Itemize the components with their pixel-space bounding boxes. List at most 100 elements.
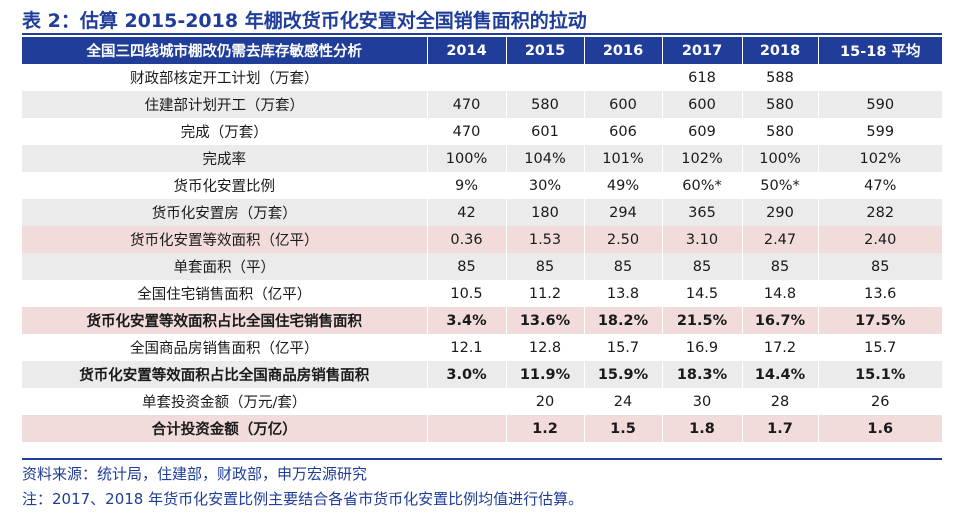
value-cell: 609	[661, 118, 742, 145]
header-cell-2016: 2016	[583, 37, 662, 64]
value-cell: 42	[426, 199, 506, 226]
value-cell: 3.10	[661, 226, 742, 253]
value-cell	[426, 64, 506, 91]
value-cell: 85	[583, 253, 662, 280]
value-cell: 85	[661, 253, 742, 280]
row-label-cell: 货币化安置房（万套）	[22, 199, 427, 226]
value-cell: 599	[817, 118, 942, 145]
value-cell: 16.7%	[741, 307, 818, 334]
value-cell: 13.6%	[505, 307, 584, 334]
value-cell	[426, 415, 506, 442]
title-divider	[22, 33, 942, 35]
table-row: 全国住宅销售面积（亿平） 10.5 11.2 13.8 14.5 14.8 13.6	[22, 280, 942, 307]
header-row: 全国三四线城市棚改仍需去库存敏感性分析 2014 2015 2016 2017 …	[22, 37, 942, 64]
header-cell-2014: 2014	[426, 37, 506, 64]
value-cell: 3.0%	[426, 361, 506, 388]
value-cell: 101%	[583, 145, 662, 172]
value-cell: 13.8	[583, 280, 662, 307]
row-label-cell: 单套投资金额（万元/套）	[22, 388, 427, 415]
value-cell: 1.53	[505, 226, 584, 253]
table-row: 货币化安置等效面积（亿平） 0.36 1.53 2.50 3.10 2.47 2.40	[22, 226, 942, 253]
value-cell: 294	[583, 199, 662, 226]
value-cell: 11.9%	[505, 361, 584, 388]
value-cell: 470	[426, 91, 506, 118]
row-label-cell: 货币化安置比例	[22, 172, 427, 199]
row-label-cell: 完成率	[22, 145, 427, 172]
table-row: 货币化安置等效面积占比全国商品房销售面积 3.0% 11.9% 15.9% 18.3% 1…	[22, 361, 942, 388]
row-label-cell: 合计投资金额（万亿）	[22, 415, 427, 442]
value-cell: 2.40	[817, 226, 942, 253]
value-cell: 104%	[505, 145, 584, 172]
table-row: 全国商品房销售面积（亿平） 12.1 12.8 15.7 16.9 17.2 15.7	[22, 334, 942, 361]
value-cell: 1.7	[741, 415, 818, 442]
value-cell: 85	[741, 253, 818, 280]
value-cell: 365	[661, 199, 742, 226]
table-row: 合计投资金额（万亿） 1.2 1.5 1.8 1.7 1.6	[22, 415, 942, 442]
table-row: 住建部计划开工（万套） 470 580 600 600 580 590	[22, 91, 942, 118]
row-label-cell: 货币化安置等效面积占比全国商品房销售面积	[22, 361, 427, 388]
value-cell: 10.5	[426, 280, 506, 307]
value-cell: 180	[505, 199, 584, 226]
value-cell: 588	[741, 64, 818, 91]
value-cell: 15.7	[817, 334, 942, 361]
value-cell: 12.1	[426, 334, 506, 361]
table-row: 财政部核定开工计划（万套） 618 588	[22, 64, 942, 91]
value-cell: 60%*	[661, 172, 742, 199]
row-label-cell: 单套面积（平）	[22, 253, 427, 280]
value-cell: 2.47	[741, 226, 818, 253]
value-cell	[426, 388, 506, 415]
value-cell	[583, 64, 662, 91]
table-row: 完成（万套） 470 601 606 609 580 599	[22, 118, 942, 145]
data-table: 全国三四线城市棚改仍需去库存敏感性分析 2014 2015 2016 2017 …	[22, 37, 942, 442]
source-note: 资料来源：统计局，住建部，财政部，申万宏源研究	[22, 458, 942, 484]
value-cell: 14.5	[661, 280, 742, 307]
value-cell: 11.2	[505, 280, 584, 307]
row-label-cell: 财政部核定开工计划（万套）	[22, 64, 427, 91]
value-cell: 580	[741, 91, 818, 118]
table-title: 表 2：估算 2015-2018 年棚改货币化安置对全国销售面积的拉动	[22, 10, 587, 32]
value-cell	[817, 64, 942, 91]
value-cell: 85	[426, 253, 506, 280]
value-cell	[505, 64, 584, 91]
value-cell: 18.2%	[583, 307, 662, 334]
value-cell: 47%	[817, 172, 942, 199]
table-row: 单套面积（平） 85 85 85 85 85 85	[22, 253, 942, 280]
value-cell: 1.8	[661, 415, 742, 442]
value-cell: 14.8	[741, 280, 818, 307]
value-cell: 580	[741, 118, 818, 145]
row-label-cell: 全国住宅销售面积（亿平）	[22, 280, 427, 307]
value-cell: 580	[505, 91, 584, 118]
row-label-cell: 货币化安置等效面积（亿平）	[22, 226, 427, 253]
value-cell: 17.2	[741, 334, 818, 361]
value-cell: 100%	[741, 145, 818, 172]
value-cell: 3.4%	[426, 307, 506, 334]
value-cell: 600	[583, 91, 662, 118]
value-cell: 618	[661, 64, 742, 91]
table-row: 货币化安置比例 9% 30% 49% 60%* 50%* 47%	[22, 172, 942, 199]
value-cell: 590	[817, 91, 942, 118]
table-row: 货币化安置房（万套） 42 180 294 365 290 282	[22, 199, 942, 226]
value-cell: 28	[741, 388, 818, 415]
value-cell: 1.6	[817, 415, 942, 442]
value-cell: 600	[661, 91, 742, 118]
row-label-cell: 住建部计划开工（万套）	[22, 91, 427, 118]
value-cell: 85	[817, 253, 942, 280]
value-cell: 290	[741, 199, 818, 226]
table-row: 完成率 100% 104% 101% 102% 100% 102%	[22, 145, 942, 172]
header-cell-2017: 2017	[661, 37, 742, 64]
value-cell: 102%	[817, 145, 942, 172]
value-cell: 16.9	[661, 334, 742, 361]
header-cell-2018: 2018	[741, 37, 818, 64]
table-row: 货币化安置等效面积占比全国住宅销售面积 3.4% 13.6% 18.2% 21.5% 16…	[22, 307, 942, 334]
value-cell: 15.9%	[583, 361, 662, 388]
value-cell: 12.8	[505, 334, 584, 361]
value-cell: 606	[583, 118, 662, 145]
value-cell: 282	[817, 199, 942, 226]
value-cell: 100%	[426, 145, 506, 172]
value-cell: 17.5%	[817, 307, 942, 334]
value-cell: 49%	[583, 172, 662, 199]
header-cell-2015: 2015	[505, 37, 584, 64]
value-cell: 601	[505, 118, 584, 145]
header-cell-label: 全国三四线城市棚改仍需去库存敏感性分析	[22, 37, 427, 64]
value-cell: 30%	[505, 172, 584, 199]
